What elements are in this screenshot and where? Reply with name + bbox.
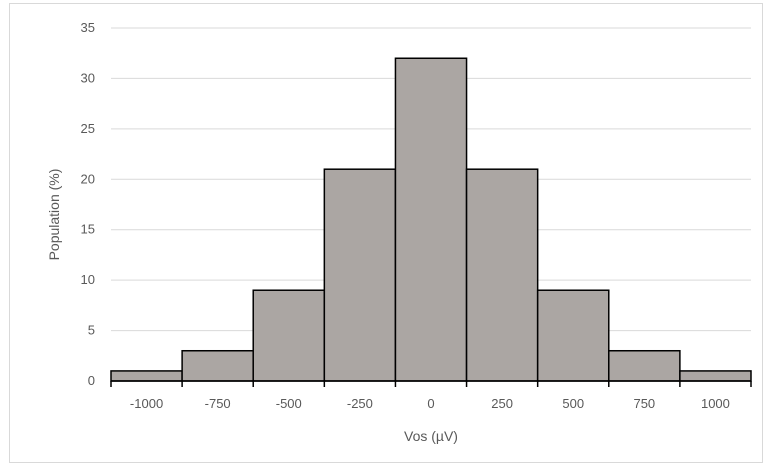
x-tick-label: -250	[347, 396, 373, 411]
gridlines	[111, 27, 751, 332]
y-tick-label: 0	[88, 373, 95, 388]
bar--250	[323, 168, 397, 382]
x-tick-labels: -1000 -750 -500 -250 0 250 500 750 1000	[130, 396, 730, 411]
x-tick-label: 0	[427, 396, 434, 411]
y-axis-title: Population (%)	[46, 169, 62, 261]
x-tick-label: 250	[491, 396, 513, 411]
y-tick-labels: 0 5 10 15 20 25 30 35	[81, 20, 95, 388]
bar-250	[465, 168, 539, 382]
x-tick-label: -500	[276, 396, 302, 411]
bar--750	[181, 349, 254, 382]
x-tick-label: 750	[633, 396, 655, 411]
bar-500	[536, 289, 610, 382]
x-tick-label: 1000	[701, 396, 730, 411]
y-tick-label: 15	[81, 222, 95, 237]
bar--500	[252, 289, 326, 382]
axes	[110, 380, 752, 387]
bar-750	[608, 349, 681, 382]
bar-1000	[679, 370, 752, 382]
x-axis-title: Vos (µV)	[404, 428, 458, 444]
y-tick-label: 30	[81, 70, 95, 85]
y-tick-label: 10	[81, 272, 95, 287]
y-tick-label: 5	[88, 323, 95, 338]
bars	[110, 57, 752, 382]
x-tick-label: -750	[205, 396, 231, 411]
y-tick-label: 25	[81, 121, 95, 136]
y-tick-label: 35	[81, 20, 95, 35]
x-tick-label: -1000	[130, 396, 163, 411]
bar--1000	[110, 370, 183, 382]
chart-frame	[9, 3, 763, 463]
bar-0	[394, 57, 468, 382]
x-tick-label: 500	[562, 396, 584, 411]
y-tick-label: 20	[81, 171, 95, 186]
